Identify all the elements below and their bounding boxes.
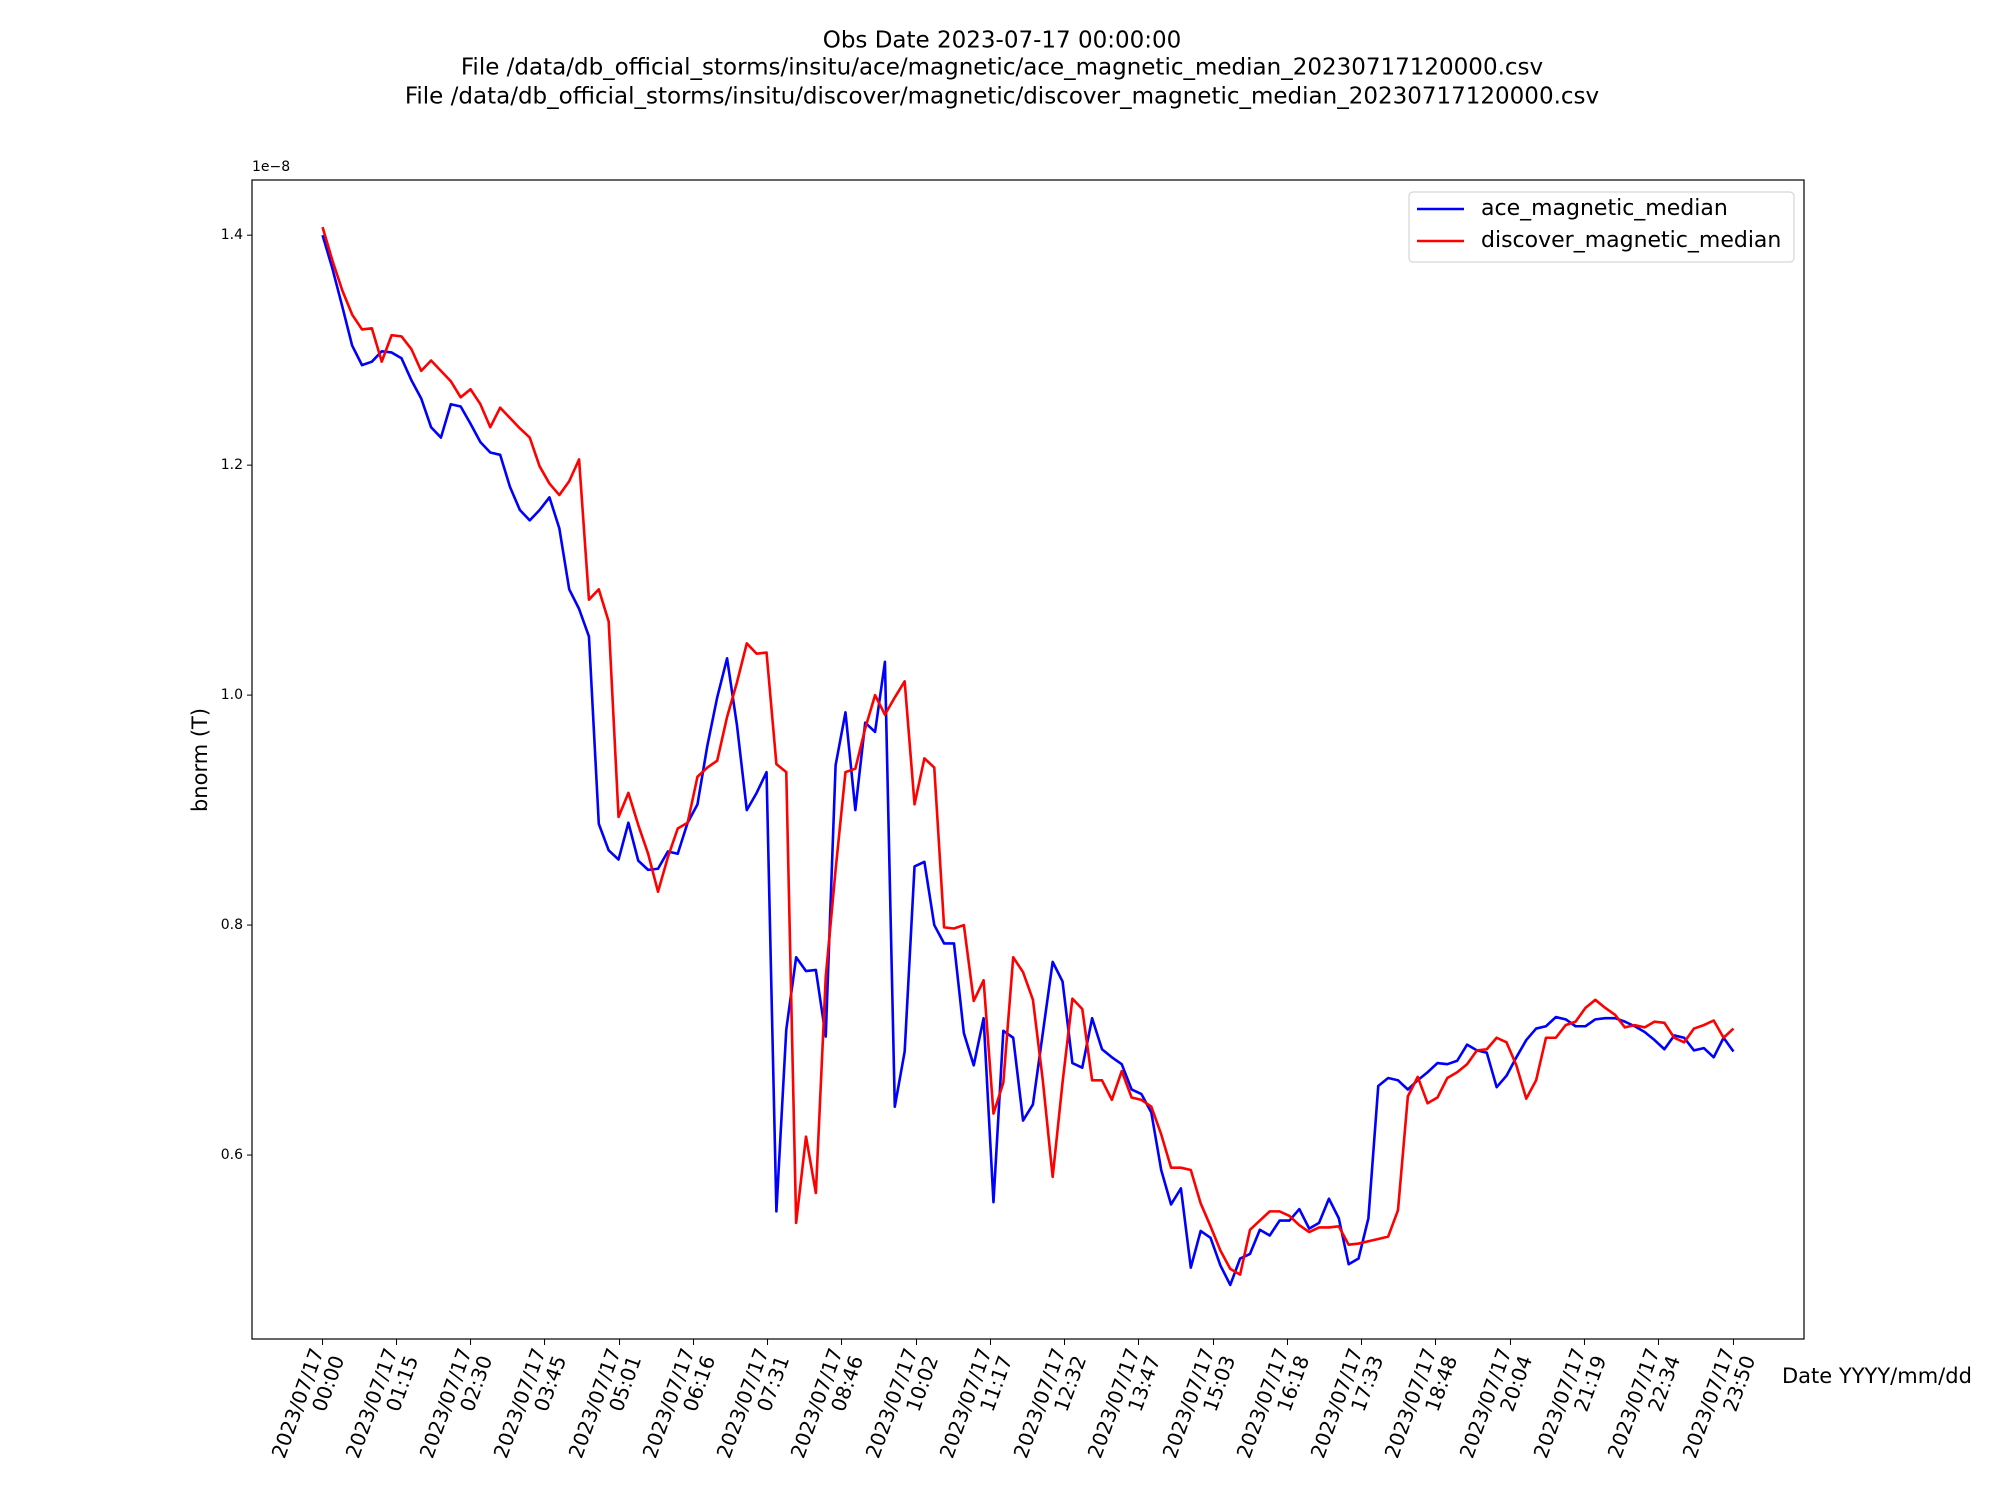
- series-line: [321, 234, 1735, 1287]
- x-tick-label: 2023/07/1700:00: [267, 1345, 350, 1469]
- x-tick-label: 2023/07/1702:30: [415, 1345, 498, 1469]
- y-axis-label: bnorm (T): [188, 708, 212, 812]
- x-tick-group: 2023/07/1723:50: [1677, 1345, 1760, 1469]
- x-tick-group: 2023/07/1713:47: [1083, 1345, 1166, 1469]
- x-tick-group: 2023/07/1706:16: [638, 1345, 721, 1469]
- x-axis-label: Date YYYY/mm/dd: [1782, 1364, 1972, 1388]
- x-tick-label: 2023/07/1718:48: [1380, 1345, 1463, 1469]
- x-tick-label: 2023/07/1708:46: [786, 1345, 869, 1469]
- x-tick-group: 2023/07/1703:45: [489, 1345, 572, 1469]
- y-tick-label: 0.6: [221, 1147, 243, 1163]
- x-tick-label: 2023/07/1722:34: [1602, 1345, 1685, 1469]
- x-tick-group: 2023/07/1715:03: [1158, 1345, 1241, 1469]
- x-tick-label: 2023/07/1705:01: [564, 1345, 647, 1469]
- x-tick-label: 2023/07/1701:15: [341, 1345, 424, 1469]
- x-tick-group: 2023/07/1720:04: [1454, 1345, 1537, 1469]
- x-tick-label: 2023/07/1706:16: [638, 1345, 721, 1469]
- x-tick-group: 2023/07/1716:18: [1232, 1345, 1315, 1469]
- y-tick-label: 1.4: [221, 227, 243, 243]
- x-tick-label: 2023/07/1720:04: [1454, 1345, 1537, 1469]
- x-tick-group: 2023/07/1705:01: [564, 1345, 647, 1469]
- chart-title: File /data/db_official_storms/insitu/dis…: [405, 84, 1599, 110]
- plot-frame: [251, 179, 1805, 1340]
- x-tick-group: 2023/07/1712:32: [1009, 1345, 1092, 1469]
- legend-box: [1408, 191, 1795, 263]
- x-tick-group: 2023/07/1708:46: [786, 1345, 869, 1469]
- chart-title: File /data/db_official_storms/insitu/ace…: [461, 55, 1543, 81]
- legend-label: discover_magnetic_median: [1481, 228, 1781, 253]
- x-tick-label: 2023/07/1717:33: [1306, 1345, 1389, 1469]
- x-tick-label: 2023/07/1721:19: [1528, 1345, 1611, 1469]
- legend-label: ace_magnetic_median: [1481, 196, 1728, 221]
- x-tick-label: 2023/07/1715:03: [1158, 1345, 1241, 1469]
- x-tick-group: 2023/07/1702:30: [415, 1345, 498, 1469]
- x-tick-group: 2023/07/1717:33: [1306, 1345, 1389, 1469]
- x-tick-group: 2023/07/1722:34: [1602, 1345, 1685, 1469]
- x-tick-label: 2023/07/1712:32: [1009, 1345, 1092, 1469]
- x-tick-label: 2023/07/1713:47: [1083, 1345, 1166, 1469]
- x-tick-label: 2023/07/1710:02: [861, 1345, 944, 1469]
- x-tick-group: 2023/07/1721:19: [1528, 1345, 1611, 1469]
- x-tick-label: 2023/07/1707:31: [712, 1345, 795, 1469]
- x-tick-group: 2023/07/1707:31: [712, 1345, 795, 1469]
- x-tick-group: 2023/07/1700:00: [267, 1345, 350, 1469]
- x-tick-label: 2023/07/1723:50: [1677, 1345, 1760, 1469]
- y-tick-label: 1.0: [221, 687, 243, 703]
- y-tick-label: 1.2: [221, 457, 243, 473]
- y-tick-label: 0.8: [221, 917, 243, 933]
- x-tick-group: 2023/07/1711:17: [935, 1345, 1018, 1469]
- x-tick-group: 2023/07/1701:15: [341, 1345, 424, 1469]
- x-tick-label: 2023/07/1711:17: [935, 1345, 1018, 1469]
- x-tick-label: 2023/07/1703:45: [489, 1345, 572, 1469]
- chart-title: Obs Date 2023-07-17 00:00:00: [823, 28, 1182, 54]
- x-tick-group: 2023/07/1710:02: [861, 1345, 944, 1469]
- y-offset-text: 1e−8: [252, 159, 290, 175]
- x-tick-group: 2023/07/1718:48: [1380, 1345, 1463, 1469]
- x-tick-label: 2023/07/1716:18: [1232, 1345, 1315, 1469]
- series-line: [321, 226, 1735, 1276]
